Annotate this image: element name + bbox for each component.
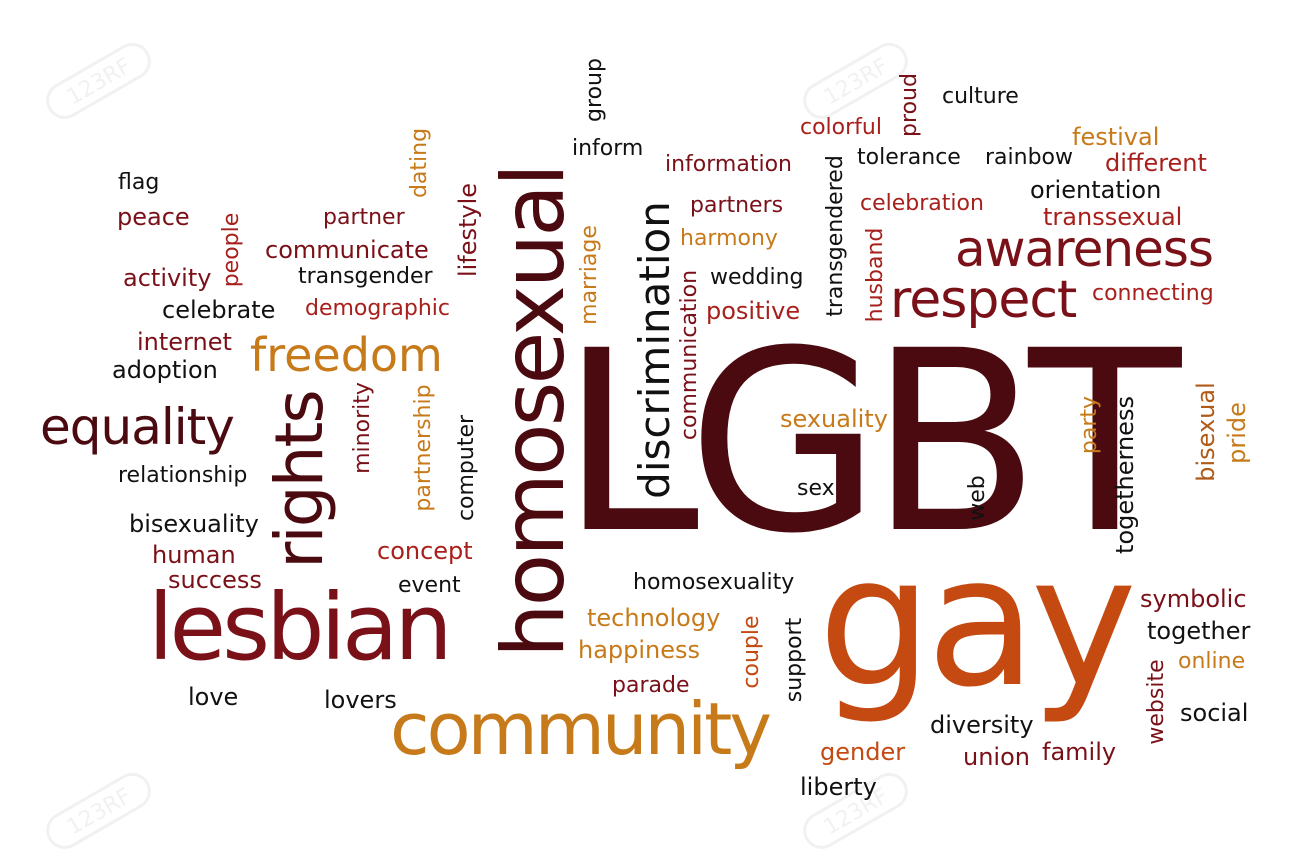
word-family: family <box>1042 738 1117 766</box>
watermark-stamp: 123RF <box>783 15 927 144</box>
watermark-stamp: 123RF <box>783 745 927 866</box>
word-sex: sex <box>797 476 835 501</box>
word-homosexuality: homosexuality <box>633 570 795 595</box>
word-lgbt: LGBT <box>560 297 1181 588</box>
word-rights: rights <box>261 391 338 569</box>
word-connecting: connecting <box>1092 281 1214 306</box>
word-partners: partners <box>690 193 784 218</box>
word-communicate: communicate <box>265 236 429 264</box>
word-celebration: celebration <box>860 191 984 216</box>
word-internet: internet <box>137 328 232 356</box>
word-activity: activity <box>123 264 212 292</box>
word-gay: gay <box>818 518 1137 727</box>
word-together: together <box>1147 617 1251 645</box>
word-success: success <box>168 566 262 594</box>
word-group: group <box>582 58 607 122</box>
word-parade: parade <box>612 673 690 698</box>
word-lifestyle: lifestyle <box>454 182 482 278</box>
word-computer: computer <box>454 414 479 522</box>
word-web: web <box>965 475 990 521</box>
word-awareness: awareness <box>955 220 1214 278</box>
word-bisexual: bisexual <box>1192 382 1220 482</box>
word-sexuality: sexuality <box>780 405 888 433</box>
word-minority: minority <box>350 382 375 474</box>
word-website: website <box>1144 659 1169 745</box>
word-wedding: wedding <box>710 265 804 290</box>
watermark-stamp: 123RF <box>26 15 170 144</box>
word-lesbian: lesbian <box>148 574 453 681</box>
word-rainbow: rainbow <box>985 145 1073 170</box>
word-tolerance: tolerance <box>857 145 961 170</box>
word-communication: communication <box>677 269 702 441</box>
word-relationship: relationship <box>118 463 248 488</box>
word-community: community <box>390 687 772 771</box>
word-pride: pride <box>1223 402 1251 464</box>
word-flag: flag <box>118 170 160 195</box>
word-human: human <box>152 541 236 569</box>
word-celebrate: celebrate <box>162 296 276 324</box>
word-gender: gender <box>820 738 906 766</box>
word-transgender: transgender <box>298 264 433 289</box>
word-concept: concept <box>377 537 473 565</box>
word-culture: culture <box>942 84 1019 109</box>
word-social: social <box>1180 699 1249 727</box>
word-inform: inform <box>572 136 644 161</box>
word-information: information <box>665 152 792 177</box>
word-love: love <box>188 683 239 711</box>
word-harmony: harmony <box>680 226 778 251</box>
word-lovers: lovers <box>324 686 397 714</box>
word-people: people <box>219 212 244 288</box>
word-happiness: happiness <box>578 636 701 664</box>
word-liberty: liberty <box>800 773 877 801</box>
word-party: party <box>1077 395 1102 455</box>
word-couple: couple <box>739 615 764 689</box>
word-colorful: colorful <box>800 115 882 140</box>
word-union: union <box>963 743 1030 771</box>
word-respect: respect <box>890 270 1077 330</box>
word-peace: peace <box>117 203 190 231</box>
word-partnership: partnership <box>411 384 436 512</box>
word-online: online <box>1178 649 1246 674</box>
word-adoption: adoption <box>112 356 218 384</box>
word-support: support <box>782 617 807 703</box>
word-dating: dating <box>407 127 432 199</box>
word-orientation: orientation <box>1030 176 1162 204</box>
word-demographic: demographic <box>305 296 450 321</box>
word-marriage: marriage <box>577 225 602 325</box>
word-symbolic: symbolic <box>1140 585 1247 613</box>
word-husband: husband <box>863 227 888 323</box>
word-diversity: diversity <box>930 711 1034 739</box>
word-festival: festival <box>1072 123 1160 151</box>
word-different: different <box>1105 149 1207 177</box>
word-bisexuality: bisexuality <box>129 510 259 538</box>
word-event: event <box>398 573 461 598</box>
word-technology: technology <box>587 604 721 632</box>
word-equality: equality <box>40 398 235 456</box>
word-freedom: freedom <box>250 328 443 382</box>
word-partner: partner <box>323 205 405 230</box>
word-discrimination: discrimination <box>630 201 679 499</box>
word-homosexual: homosexual <box>484 166 584 658</box>
word-proud: proud <box>897 73 922 137</box>
word-transsexual: transsexual <box>1043 203 1183 231</box>
watermark-stamp: 123RF <box>26 745 170 866</box>
word-togetherness: togetherness <box>1111 396 1139 554</box>
word-transgendered: transgendered <box>823 155 848 317</box>
word-positive: positive <box>706 297 801 325</box>
